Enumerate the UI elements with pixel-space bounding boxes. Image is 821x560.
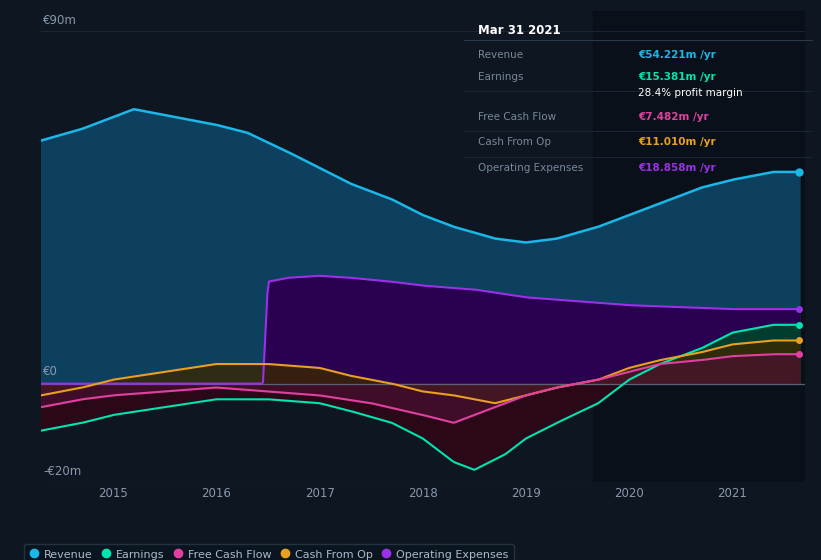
Text: €11.010m /yr: €11.010m /yr xyxy=(639,137,716,147)
Bar xyxy=(593,11,805,482)
Text: 28.4% profit margin: 28.4% profit margin xyxy=(639,88,743,98)
Text: Mar 31 2021: Mar 31 2021 xyxy=(478,24,561,37)
Text: Earnings: Earnings xyxy=(478,72,523,82)
Text: €18.858m /yr: €18.858m /yr xyxy=(639,163,716,172)
Text: €54.221m /yr: €54.221m /yr xyxy=(639,50,716,60)
Text: €0: €0 xyxy=(44,365,58,377)
Legend: Revenue, Earnings, Free Cash Flow, Cash From Op, Operating Expenses: Revenue, Earnings, Free Cash Flow, Cash … xyxy=(24,544,514,560)
Text: Revenue: Revenue xyxy=(478,50,523,60)
Text: €7.482m /yr: €7.482m /yr xyxy=(639,112,709,122)
Text: €15.381m /yr: €15.381m /yr xyxy=(639,72,716,82)
Text: €90m: €90m xyxy=(44,14,77,27)
Text: Cash From Op: Cash From Op xyxy=(478,137,551,147)
Text: Operating Expenses: Operating Expenses xyxy=(478,163,583,172)
Text: -€20m: -€20m xyxy=(44,465,81,478)
Text: Free Cash Flow: Free Cash Flow xyxy=(478,112,556,122)
